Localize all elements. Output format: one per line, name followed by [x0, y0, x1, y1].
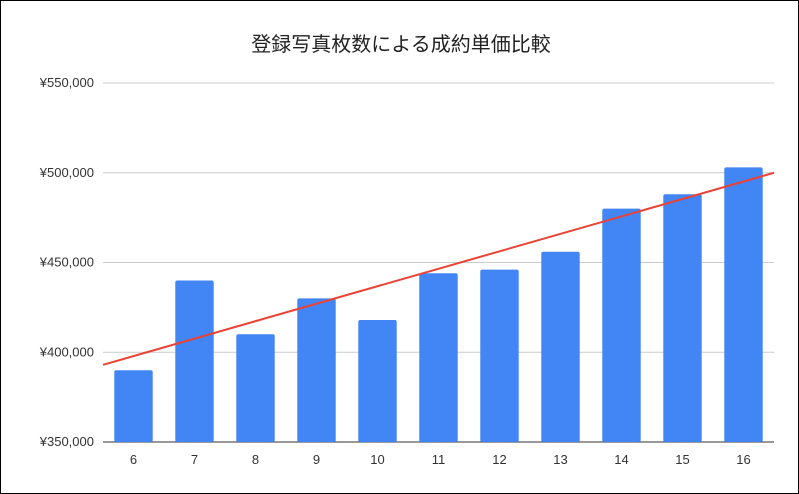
x-tick-label: 8: [252, 452, 259, 467]
y-tick-label: ¥450,000: [39, 255, 94, 270]
bar-6: [114, 370, 153, 442]
bar-10: [358, 319, 397, 442]
bar-15: [663, 194, 702, 442]
y-axis-ticks: ¥350,000 ¥400,000 ¥450,000 ¥500,000 ¥550,000: [39, 75, 94, 449]
y-tick-label: ¥350,000: [39, 434, 94, 449]
x-tick-label: 16: [736, 452, 750, 467]
x-tick-label: 15: [675, 452, 689, 467]
bar-12: [480, 269, 519, 442]
x-tick-label: 11: [432, 452, 446, 467]
bar-13: [541, 251, 580, 442]
bar-11: [419, 273, 458, 442]
x-tick-label: 12: [492, 452, 506, 467]
x-tick-label: 9: [313, 452, 320, 467]
bar-9: [297, 298, 336, 442]
trendline-group: [102, 171, 775, 366]
x-tick-label: 7: [191, 452, 198, 467]
bar-8: [236, 334, 275, 442]
gridlines: [103, 82, 774, 443]
y-tick-label: ¥400,000: [39, 344, 94, 359]
bars: [114, 167, 763, 443]
bar-14: [602, 208, 641, 442]
y-tick-label: ¥550,000: [39, 75, 94, 90]
x-tick-label: 6: [130, 452, 137, 467]
chart-title: 登録写真枚数による成約単価比較: [251, 32, 550, 56]
bar-16: [724, 167, 763, 443]
trendline: [102, 171, 775, 366]
x-tick-label: 13: [553, 452, 567, 467]
bar-7: [175, 280, 214, 442]
x-axis-ticks: 6 7 8 9 10 11 12 13 14 15 16: [130, 452, 751, 467]
x-tick-label: 14: [614, 452, 628, 467]
y-tick-label: ¥500,000: [39, 165, 94, 180]
x-tick-label: 10: [370, 452, 384, 467]
